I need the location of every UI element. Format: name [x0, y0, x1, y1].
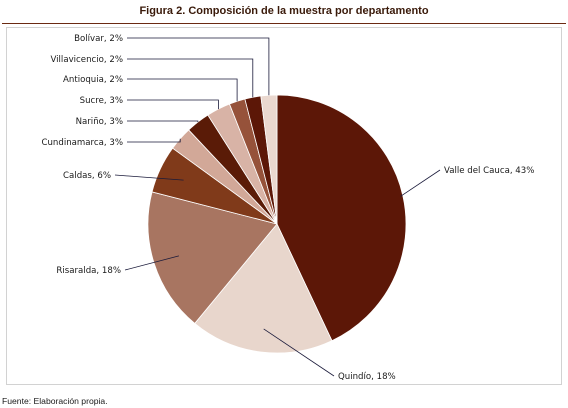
- leader-line-villavicencio: [127, 58, 254, 98]
- slice-label-quindio: Quindío, 18%: [338, 372, 396, 382]
- leader-line-quindio: [263, 328, 335, 377]
- slice-label-cundinamarca: Cundinamarca, 3%: [41, 138, 123, 148]
- slice-label-sucre: Sucre, 3%: [80, 96, 123, 106]
- slice-label-antioquia: Antioquia, 2%: [63, 75, 123, 85]
- title-divider: [2, 23, 566, 24]
- pie-slice-risaralda: [147, 191, 278, 324]
- pie-slices: [147, 94, 407, 354]
- chart-frame: Valle del Cauca, 43% Quindío, 18% Risarald…: [6, 27, 562, 385]
- slice-label-bolivar: Bolívar, 2%: [74, 34, 123, 44]
- slice-label-valle-del-cauca: Valle del Cauca, 43%: [444, 166, 534, 176]
- pie-slice-quindio: [194, 223, 333, 354]
- pie-chart: Valle del Cauca, 43% Quindío, 18% Risarald…: [41, 34, 534, 382]
- figure-title: Figura 2. Composición de la muestra por …: [139, 5, 429, 17]
- pie-slice-valle-del-cauca: [276, 94, 407, 342]
- leader-line-risaralda: [124, 255, 180, 271]
- leader-line-bolivar: [127, 37, 270, 96]
- slice-labels: Valle del Cauca, 43% Quindío, 18% Risarald…: [41, 34, 534, 382]
- slice-label-villavicencio: Villavicencio, 2%: [50, 55, 123, 65]
- source-note: Fuente: Elaboración propia.: [2, 396, 108, 406]
- leader-line-valle-del-cauca: [400, 169, 441, 197]
- leader-line-caldas: [114, 174, 184, 181]
- leader-line-cundinamarca: [127, 138, 181, 143]
- leader-lines: [114, 37, 441, 377]
- leader-line-antioquia: [127, 78, 238, 102]
- slice-label-narino: Nariño, 3%: [76, 117, 123, 127]
- leader-line-sucre: [127, 99, 219, 110]
- slice-label-risaralda: Risaralda, 18%: [56, 266, 121, 276]
- figure: Figura 2. Composición de la muestra por …: [2, 5, 566, 385]
- leader-line-narino: [127, 120, 199, 123]
- slice-label-caldas: Caldas, 6%: [63, 171, 111, 181]
